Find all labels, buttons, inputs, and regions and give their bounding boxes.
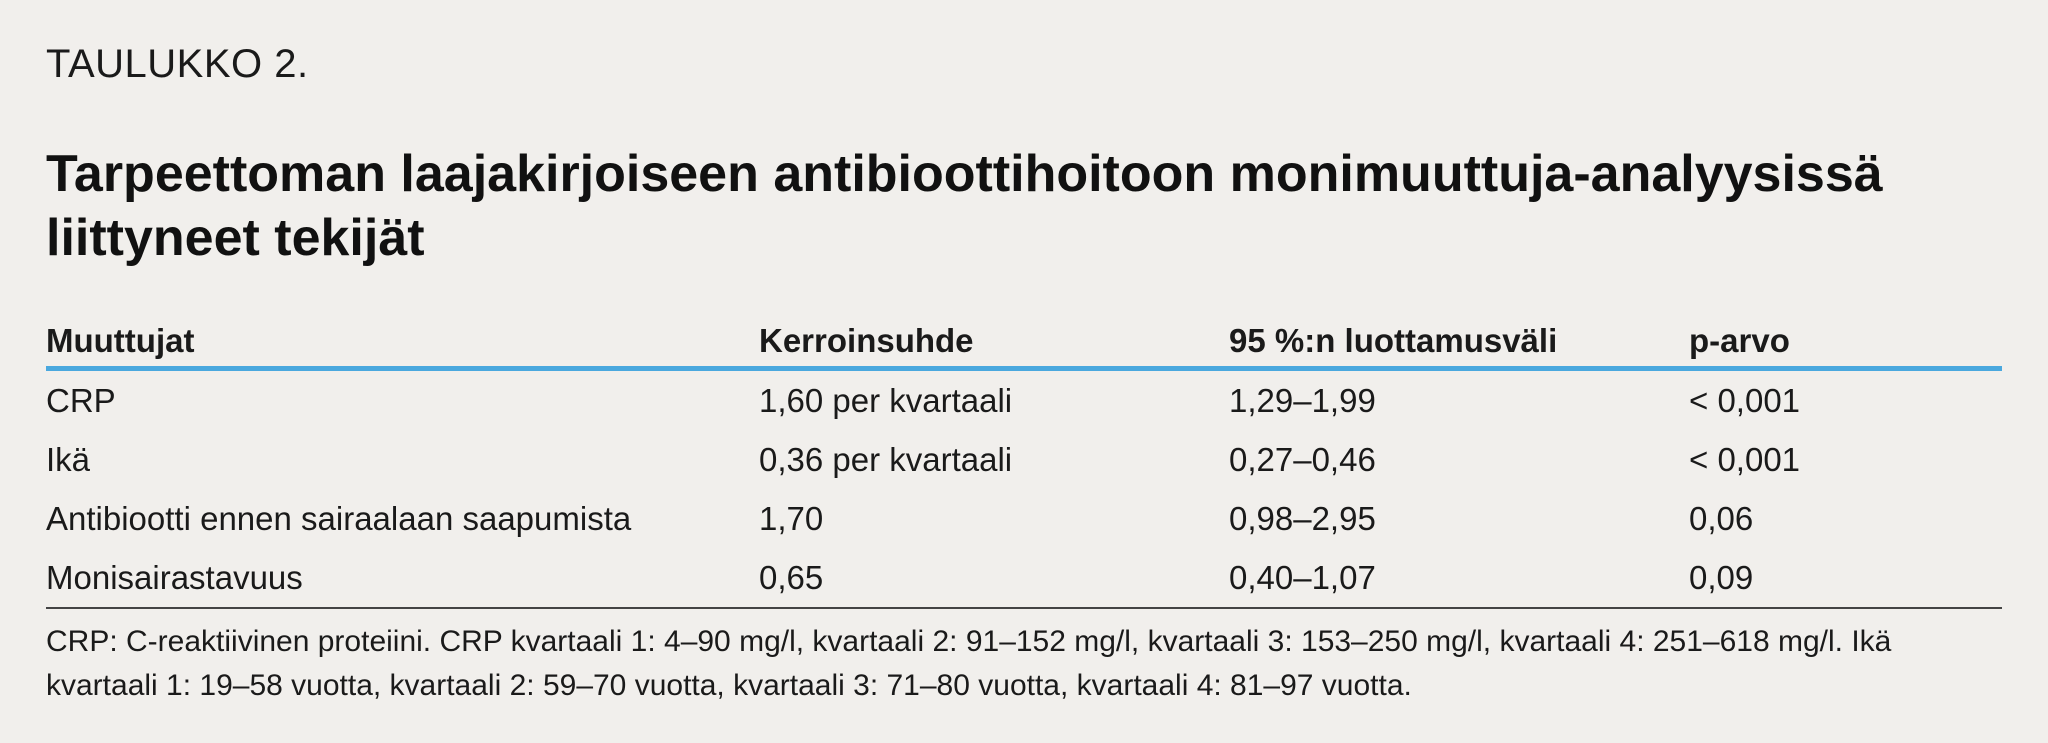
cell-odds-ratio: 1,70 xyxy=(759,499,824,537)
cell-odds-ratio: 0,65 xyxy=(759,548,1229,609)
cell-odds-ratio: 0,36 per kvartaali xyxy=(759,440,1013,478)
cell-variable: Monisairastavuus xyxy=(46,548,759,609)
cell-confidence-interval: 0,40–1,07 xyxy=(1229,548,1689,609)
table-footnote: CRP: C-reaktiivinen proteiini. CRP kvart… xyxy=(46,625,1892,702)
cell-p-value: 0,06 xyxy=(1689,499,1754,537)
cell-p-value: 0,09 xyxy=(1689,548,2002,609)
cell-variable: CRP xyxy=(46,381,116,419)
cell-confidence-interval: 1,29–1,99 xyxy=(1229,381,1376,419)
table-row: Antibiootti ennen sairaalaan saapumista … xyxy=(46,489,2002,548)
cell-confidence-interval: 0,27–0,46 xyxy=(1229,440,1376,478)
cell-p-value: < 0,001 xyxy=(1689,381,1801,419)
table-row: Ikä 0,36 per kvartaali 0,27–0,46 < 0,001 xyxy=(46,430,2002,489)
table-label: TAULUKKO 2. xyxy=(46,42,309,86)
results-table: Muuttujat Kerroinsuhde 95 %:n luottamusv… xyxy=(46,316,2002,609)
table-title: Tarpeettoman laajakirjoiseen antibiootti… xyxy=(46,145,1883,267)
cell-variable: Antibiootti ennen sairaalaan saapumista xyxy=(46,499,632,537)
cell-p-value: < 0,001 xyxy=(1689,440,1801,478)
cell-confidence-interval: 0,98–2,95 xyxy=(1229,499,1376,537)
column-header-variables: Muuttujat xyxy=(46,316,759,371)
table-row: CRP 1,60 per kvartaali 1,29–1,99 < 0,001 xyxy=(46,369,2002,431)
cell-odds-ratio: 1,60 per kvartaali xyxy=(759,381,1013,419)
table-row: Monisairastavuus 0,65 0,40–1,07 0,09 xyxy=(46,548,2002,609)
column-header-confidence-interval: 95 %:n luottamusväli xyxy=(1229,316,1689,371)
column-header-p-value: p-arvo xyxy=(1689,316,2002,371)
column-header-odds-ratio: Kerroinsuhde xyxy=(759,316,1229,371)
table-header-row: Muuttujat Kerroinsuhde 95 %:n luottamusv… xyxy=(46,316,2002,371)
cell-variable: Ikä xyxy=(46,440,91,478)
